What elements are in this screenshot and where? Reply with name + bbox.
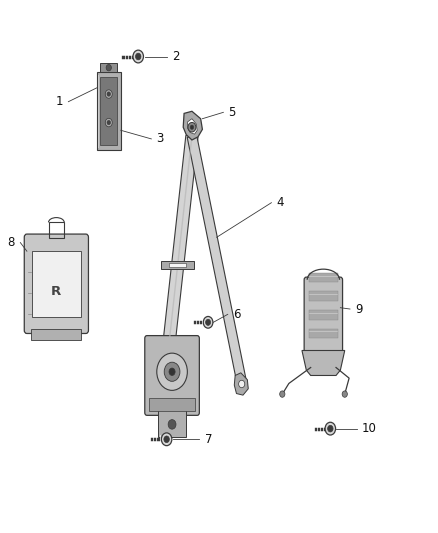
Circle shape [135,53,141,60]
Circle shape [342,391,347,397]
Text: 8: 8 [8,236,15,249]
Bar [97,72,121,150]
Bar [308,273,338,282]
Circle shape [325,422,336,435]
Bar [100,77,117,146]
Bar [49,222,64,238]
Polygon shape [234,373,248,395]
Circle shape [190,125,194,130]
Bar [308,292,338,301]
Circle shape [280,391,285,397]
Circle shape [164,436,170,442]
Polygon shape [156,135,198,406]
Circle shape [328,425,333,432]
Circle shape [168,419,176,429]
Circle shape [157,353,187,390]
Text: 7: 7 [205,433,212,446]
Text: 6: 6 [233,308,240,321]
FancyBboxPatch shape [24,234,88,334]
Circle shape [205,319,211,325]
Polygon shape [187,119,197,134]
Bar [31,329,81,340]
Bar [308,329,338,338]
Bar [169,263,187,267]
Circle shape [105,118,112,127]
Circle shape [164,362,180,381]
Text: 3: 3 [156,132,164,146]
Text: 9: 9 [355,303,363,316]
FancyBboxPatch shape [145,336,199,415]
Circle shape [106,64,111,71]
Bar [308,310,338,320]
Bar [149,398,195,411]
Circle shape [188,123,196,132]
Circle shape [105,90,112,98]
FancyBboxPatch shape [304,277,343,354]
Circle shape [239,380,245,387]
Text: 5: 5 [229,106,236,119]
Bar [158,410,186,437]
Text: 4: 4 [277,196,284,209]
Circle shape [107,92,110,96]
Circle shape [107,120,110,125]
Polygon shape [302,351,345,375]
Bar [32,251,81,317]
Text: R: R [51,285,61,298]
Polygon shape [187,135,248,390]
Bar [161,261,194,269]
Text: 1: 1 [56,95,63,108]
Bar [100,63,117,72]
Text: 10: 10 [362,422,377,435]
Circle shape [133,50,144,63]
Circle shape [203,317,213,328]
Circle shape [169,368,175,375]
Text: 2: 2 [172,50,179,63]
Polygon shape [183,111,202,140]
Circle shape [161,433,172,446]
